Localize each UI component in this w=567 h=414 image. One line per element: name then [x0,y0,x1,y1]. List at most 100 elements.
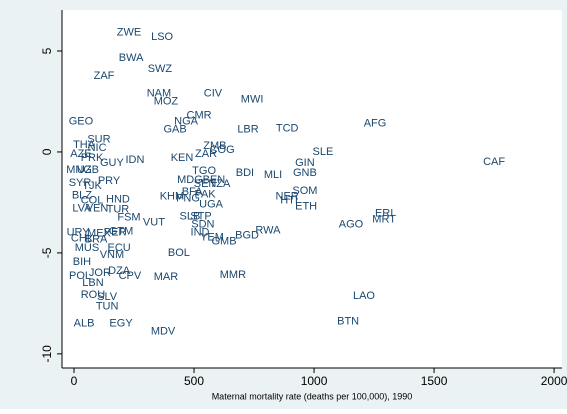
point-label: COL [81,194,104,206]
point-label: ROU [81,289,106,301]
point-label: IND [191,227,210,239]
point-label: CHL [71,233,93,245]
point-label: NIC [88,142,107,154]
point-label: NAM [147,87,171,99]
point-label: BOL [168,247,190,259]
x-tick-label: 2000 [541,374,567,388]
point-label: GMB [211,236,236,248]
point-label: BDI [236,167,254,179]
point-label: LVA [72,202,92,214]
point-label: MMR [220,269,246,281]
point-label: GTM [109,226,133,238]
point-label: SLE [313,146,334,158]
point-label: ZWE [117,27,141,39]
point-label: CAF [483,156,505,168]
point-label: AZE [70,148,91,160]
plot-area [62,10,562,368]
point-label: LAO [353,290,375,302]
point-label: PRK [81,152,104,164]
point-label: GNB [293,167,317,179]
point-label: TUR [107,203,130,215]
point-label: UGA [199,198,224,210]
point-label: ETH [295,200,317,212]
x-axis-title: Maternal mortality rate (deaths per 100,… [212,391,413,401]
point-label: CIV [204,87,223,99]
point-label: BEN [203,174,226,186]
point-label: POL [69,270,91,282]
point-label: MDG [177,174,203,186]
y-tick-label: -5 [40,247,54,258]
point-label: CMR [187,110,212,122]
point-label: GUY [100,157,125,169]
point-label: GEO [69,116,94,128]
point-label: SWZ [148,63,173,75]
point-label: VUT [143,217,165,229]
point-label: BWA [119,52,144,64]
point-label: COG [210,144,235,156]
point-label: LBR [237,124,258,136]
point-label: TGO [192,165,216,177]
point-label: IDN [125,154,144,166]
point-label: GIN [295,157,315,169]
point-label: SDN [191,219,214,231]
point-label: BFA [182,186,203,198]
point-label: MNG [66,164,92,176]
point-label: CPV [119,270,142,282]
point-label: BLZ [72,189,92,201]
y-tick-label: -10 [40,345,54,363]
point-label: SLV [97,291,118,303]
point-label: HND [106,193,130,205]
x-tick-label: 1500 [421,374,448,388]
point-label: MEX [87,228,112,240]
point-label: GAB [163,124,186,136]
point-label: KHM [160,190,184,202]
point-label: SEN [194,178,217,190]
x-tick-label: 0 [71,374,78,388]
point-label: AGO [339,219,364,231]
point-label: LBN [82,277,103,289]
point-label: THA [73,139,96,151]
point-label: BRA [85,234,108,246]
point-label: ZAR [195,148,217,160]
point-label: TUN [96,300,119,312]
point-label: TCD [276,123,299,135]
point-label: PER [104,227,127,239]
point-label: MUS [75,242,99,254]
point-label: EGY [109,317,133,329]
point-label: VNM [100,249,124,261]
point-label: URY [67,227,91,239]
point-label: NER [276,190,299,202]
point-label: DZA [108,265,131,277]
point-label: UZB [77,164,99,176]
point-label: NGA [174,116,199,128]
point-label: MWI [241,93,264,105]
point-label: MOZ [154,95,179,107]
point-label: ZMB [203,140,226,152]
point-label: BIH [73,256,91,268]
point-label: ECU [108,242,131,254]
point-label: TJK [82,180,102,192]
point-label: PRY [98,175,121,187]
point-label: VEN [86,202,109,214]
point-label: KEN [171,152,194,164]
point-label: YEM [200,232,224,244]
point-label: SYR [69,177,92,189]
point-label: MLI [264,169,282,181]
point-label: HTI [280,194,298,206]
point-label: SLB [180,210,201,222]
point-label: TZA [210,178,231,190]
point-label: MRT [372,213,396,225]
point-label: FSM [117,211,140,223]
point-label: JOR [89,267,111,279]
point-label: PAK [194,188,216,200]
point-label: PNG [176,192,200,204]
point-label: LSO [151,31,173,43]
x-tick-label: 1000 [301,374,328,388]
y-tick-label: 0 [40,148,54,155]
point-label: SUR [87,134,110,146]
point-label: MDV [151,326,176,338]
point-label: STP [190,210,211,222]
point-label: RWA [255,225,281,237]
